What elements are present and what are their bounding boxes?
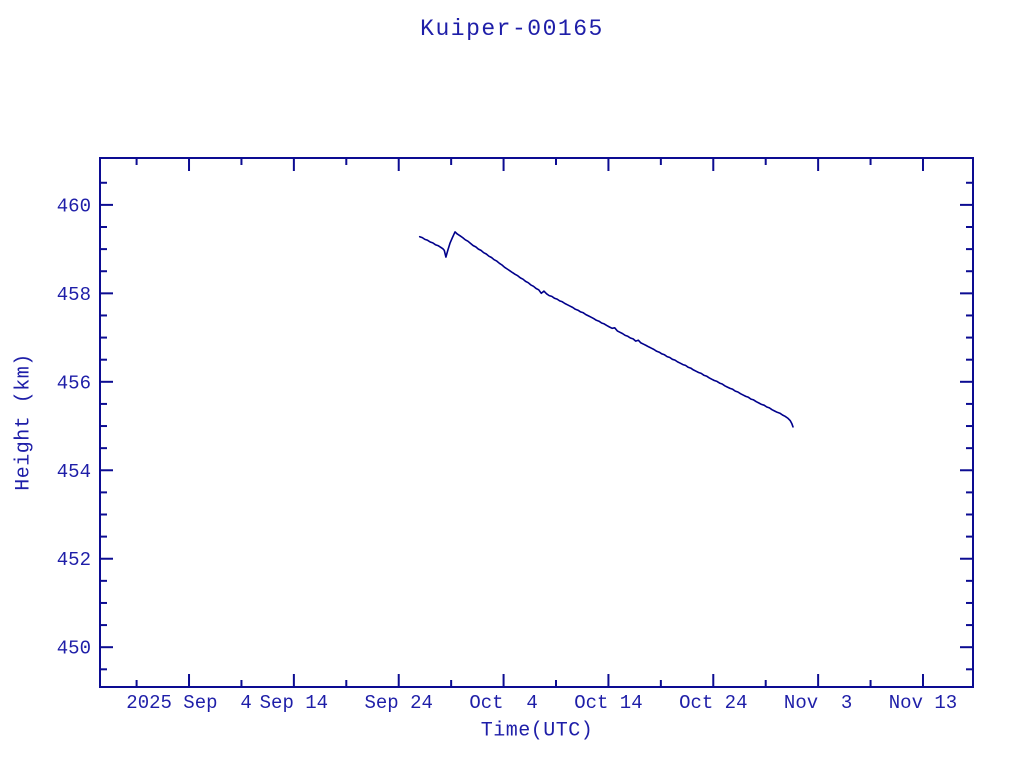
chart-title: Kuiper-00165 (420, 16, 604, 42)
y-tick-label: 450 (57, 638, 91, 660)
x-tick-label: Nov 3 (784, 692, 852, 714)
y-tick-label: 454 (57, 461, 91, 483)
plot-frame (99, 157, 974, 688)
x-tick-label: Oct 14 (574, 692, 642, 714)
y-tick-label: 452 (57, 549, 91, 571)
x-tick-label: Oct 4 (469, 692, 537, 714)
x-tick-label: Sep 14 (260, 692, 328, 714)
x-tick-label: Sep 24 (365, 692, 433, 714)
x-axis-title: Time(UTC) (480, 719, 594, 743)
axis-ticks (100, 158, 973, 687)
tick-labels: 2025 Sep 4 Sep 14 Sep 24 Oct 4 Oct 14 Oct 24 N… (57, 195, 957, 714)
x-tick-label: Oct 24 (679, 692, 747, 714)
height-series-line (418, 231, 794, 428)
y-tick-label: 460 (57, 195, 91, 217)
x-tick-label: 2025 Sep 4 (126, 692, 251, 714)
y-tick-label: 458 (57, 284, 91, 306)
x-tick-label: Nov 13 (889, 692, 957, 714)
y-tick-label: 456 (57, 372, 91, 394)
